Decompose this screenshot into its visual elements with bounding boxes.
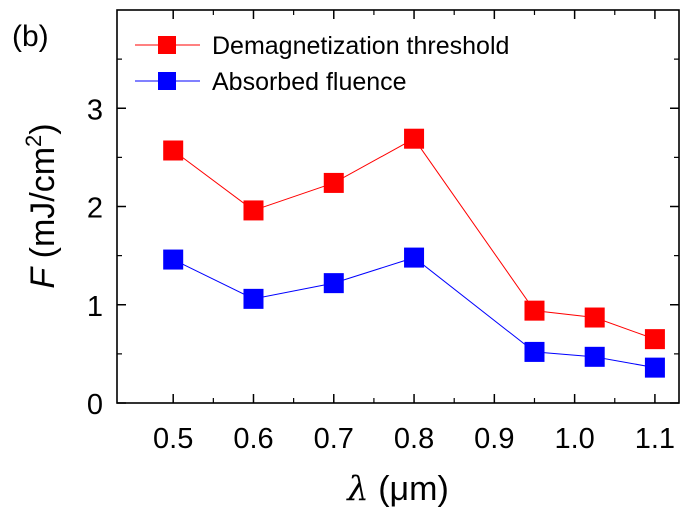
y-tick-label: 1: [87, 291, 103, 323]
y-tick-label: 0: [87, 389, 103, 421]
data-point-absorbed-fluence: [243, 288, 264, 309]
data-point-demagnetization-threshold: [524, 300, 545, 321]
data-point-absorbed-fluence: [584, 346, 605, 367]
series-demagnetization-threshold: [163, 128, 665, 350]
x-tick-label: 0.6: [233, 423, 273, 455]
data-point-absorbed-fluence: [404, 247, 425, 268]
legend-label-absorbed-fluence: Absorbed fluence: [212, 68, 407, 96]
y-tick-label: 2: [87, 193, 103, 225]
series-layer: [163, 128, 665, 378]
data-point-demagnetization-threshold: [243, 200, 264, 221]
x-tick-label: 0.5: [153, 423, 193, 455]
data-point-demagnetization-threshold: [323, 172, 344, 193]
y-axis-symbol: F: [24, 266, 62, 289]
x-tick-label: 1.1: [635, 423, 675, 455]
x-axis-title: λ (μm): [345, 469, 449, 509]
data-point-absorbed-fluence: [163, 249, 184, 270]
x-tick-label: 1.0: [554, 423, 594, 455]
panel-label: (b): [12, 20, 49, 53]
x-tick-label: 0.8: [394, 423, 434, 455]
x-tick-label: 0.7: [314, 423, 354, 455]
series-line-absorbed-fluence: [172, 257, 656, 369]
tick-labels: 0.5 0.6 0.7 0.8 0.9 1.0 1.1 0 1 2 3: [87, 94, 675, 455]
x-axis-symbol: λ: [345, 469, 369, 509]
data-point-demagnetization-threshold: [644, 329, 665, 350]
x-tick-label: 0.9: [474, 423, 514, 455]
data-point-demagnetization-threshold: [404, 128, 425, 149]
y-axis-unit-close: ): [24, 123, 62, 134]
series-line-demagnetization-threshold: [172, 138, 656, 340]
y-axis-unit: (mJ/cm: [24, 147, 62, 258]
data-point-demagnetization-threshold: [163, 140, 184, 161]
data-point-absorbed-fluence: [524, 341, 545, 362]
data-point-absorbed-fluence: [323, 273, 344, 294]
axis-ticks: [117, 10, 679, 404]
data-point-absorbed-fluence: [644, 357, 665, 378]
data-point-demagnetization-threshold: [584, 307, 605, 328]
y-axis-title: F (mJ/cm2): [21, 123, 62, 288]
legend: Demagnetization threshold Absorbed fluen…: [135, 32, 509, 96]
y-axis-unit-sup: 2: [21, 135, 46, 147]
y-tick-label: 3: [87, 94, 103, 126]
legend-marker-absorbed-fluence: [158, 72, 176, 90]
x-axis-unit: (μm): [378, 470, 449, 508]
series-absorbed-fluence: [163, 247, 665, 378]
legend-marker-demagnetization-threshold: [158, 36, 176, 54]
legend-label-demagnetization-threshold: Demagnetization threshold: [212, 32, 509, 60]
